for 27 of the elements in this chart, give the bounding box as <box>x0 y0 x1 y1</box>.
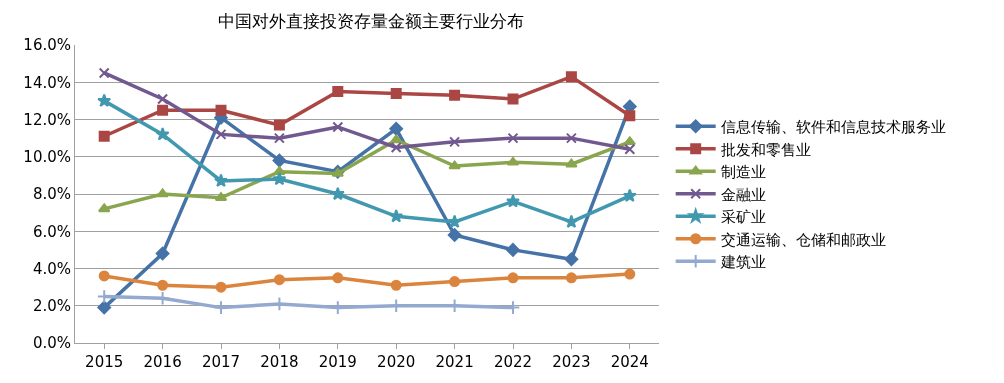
legend-label: 建筑业 <box>719 253 766 272</box>
legend-label: 金融业 <box>720 185 766 204</box>
y-tick-label: 6.0% <box>32 222 71 241</box>
y-tick-label: 0.0% <box>32 334 71 353</box>
x-tick-label: 2021 <box>435 353 474 371</box>
y-tick-label: 4.0% <box>32 259 71 278</box>
x-tick-label: 2016 <box>143 353 182 371</box>
chart-title: 中国对外直接投资存量金额主要行业分布 <box>218 11 525 32</box>
y-tick-label: 10.0% <box>23 148 71 166</box>
y-tick-label: 14.0% <box>23 73 71 92</box>
legend-label: 批发和零售业 <box>720 140 811 159</box>
y-tick-label: 2.0% <box>32 297 71 315</box>
y-tick-label: 8.0% <box>32 185 71 204</box>
x-tick-label: 2018 <box>260 353 299 371</box>
x-tick-label: 2019 <box>318 353 357 371</box>
y-tick-label: 12.0% <box>23 110 71 129</box>
x-tick-label: 2015 <box>85 353 124 371</box>
x-tick-label: 2022 <box>493 353 533 371</box>
x-tick-label: 2017 <box>201 353 241 371</box>
legend-label: 信息传输、软件和信息技术服务业 <box>720 118 946 137</box>
y-tick-label: 16.0% <box>23 36 71 55</box>
x-tick-label: 2020 <box>377 353 416 371</box>
legend-label: 采矿业 <box>720 208 766 227</box>
x-tick-label: 2023 <box>552 353 591 371</box>
x-tick-label: 2024 <box>610 353 649 371</box>
legend-label: 交通运输、仓储和邮政业 <box>720 230 886 249</box>
legend-label: 制造业 <box>720 163 766 182</box>
